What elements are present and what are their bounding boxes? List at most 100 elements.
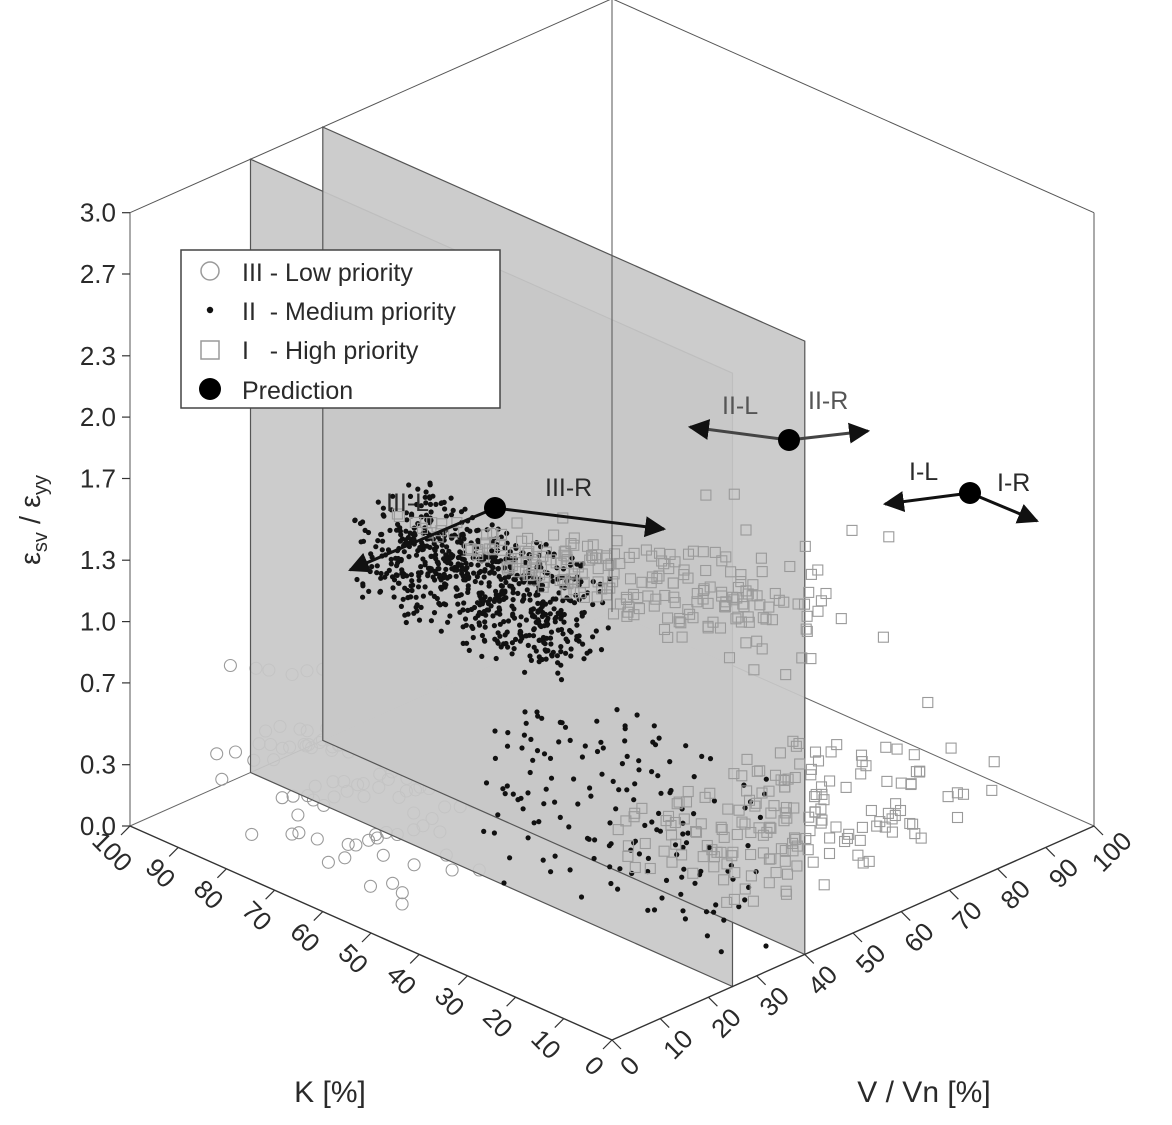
v-tick-label: 60 — [898, 916, 940, 958]
marker-ii — [443, 602, 449, 608]
marker-i — [854, 834, 866, 846]
marker-ii — [462, 616, 469, 622]
marker-ii — [588, 793, 594, 799]
marker-ii — [413, 594, 419, 600]
marker-ii — [539, 715, 545, 721]
marker-ii — [500, 591, 506, 597]
marker-ii — [614, 707, 620, 713]
marker-ii — [521, 732, 528, 738]
marker-i — [763, 785, 775, 797]
arrow-i-l — [882, 491, 971, 512]
marker-ii — [507, 564, 513, 570]
marker-iii — [386, 876, 400, 890]
marker-ii — [520, 806, 526, 812]
v-tick-label: 30 — [753, 981, 795, 1023]
marker-i — [757, 847, 769, 859]
marker-i — [662, 631, 674, 643]
k-tick-label: 60 — [284, 916, 326, 958]
marker-ii — [428, 509, 434, 515]
marker-i — [687, 867, 699, 879]
marker-ii — [556, 590, 562, 596]
marker-iii — [310, 832, 324, 846]
marker-ii — [541, 751, 548, 757]
marker-ii — [680, 831, 686, 837]
marker-i — [802, 844, 814, 856]
k-tick — [313, 911, 324, 922]
marker-i — [790, 740, 802, 752]
marker-i — [779, 855, 791, 867]
marker-ii — [548, 629, 555, 635]
marker-ii — [407, 493, 414, 499]
marker-ii — [482, 567, 488, 573]
marker-ii — [405, 595, 411, 601]
marker-ii — [561, 611, 567, 618]
marker-ii — [436, 600, 442, 607]
marker-ii — [763, 776, 769, 782]
marker-ii — [513, 636, 519, 643]
k-tick-label: 90 — [140, 852, 182, 894]
marker-i — [555, 557, 567, 569]
marker-ii — [528, 657, 535, 664]
marker-i — [742, 611, 754, 623]
marker-i — [605, 558, 617, 570]
marker-ii — [418, 564, 424, 570]
arrow-ii-l — [687, 419, 790, 442]
marker-i — [574, 587, 586, 599]
marker-i — [529, 553, 541, 565]
marker-ii — [374, 563, 380, 569]
marker-ii — [460, 640, 466, 647]
marker-i — [678, 569, 690, 581]
marker-i — [779, 781, 791, 793]
marker-i — [700, 564, 712, 577]
marker-i — [715, 821, 727, 833]
marker-i — [740, 637, 752, 649]
marker-ii — [418, 569, 424, 576]
marker-i — [793, 737, 805, 750]
marker-i — [909, 828, 921, 840]
marker-ii — [659, 895, 665, 901]
marker-ii — [503, 640, 509, 647]
marker-ii — [503, 595, 509, 601]
marker-i — [727, 591, 739, 603]
legend-marker-i — [200, 340, 220, 360]
marker-ii — [548, 775, 555, 781]
marker-ii — [679, 874, 685, 880]
marker-ii — [380, 538, 386, 544]
marker-i — [986, 784, 998, 796]
marker-ii — [535, 608, 541, 614]
marker-ii — [587, 785, 593, 791]
marker-i — [516, 535, 528, 547]
marker-i — [769, 769, 782, 781]
k-tick — [409, 953, 420, 964]
marker-i — [815, 781, 828, 793]
marker-i — [942, 791, 954, 803]
marker-ii — [655, 773, 661, 779]
arrow-iii-r — [494, 506, 667, 538]
marker-ii — [442, 581, 448, 587]
marker-ii — [418, 503, 424, 509]
marker-ii — [706, 844, 712, 851]
marker-ii — [656, 810, 662, 817]
marker-ii — [478, 568, 484, 575]
marker-ii — [747, 799, 754, 805]
marker-ii — [555, 610, 562, 617]
marker-i — [653, 570, 665, 582]
marker-i — [804, 825, 816, 837]
marker-ii — [461, 600, 467, 606]
marker-i — [393, 510, 405, 523]
marker-ii — [556, 739, 562, 745]
marker-i — [763, 853, 775, 865]
marker-i — [666, 856, 678, 868]
marker-i — [707, 616, 719, 628]
label-ii-l: II-L — [722, 392, 758, 420]
marker-i — [687, 545, 699, 557]
marker-ii — [539, 603, 546, 610]
marker-i — [863, 855, 875, 867]
marker-ii — [547, 611, 553, 617]
k-tick-label: 80 — [188, 874, 230, 916]
marker-iii — [215, 772, 229, 786]
marker-ii — [433, 501, 439, 507]
marker-i — [691, 596, 703, 608]
marker-i — [823, 847, 836, 860]
